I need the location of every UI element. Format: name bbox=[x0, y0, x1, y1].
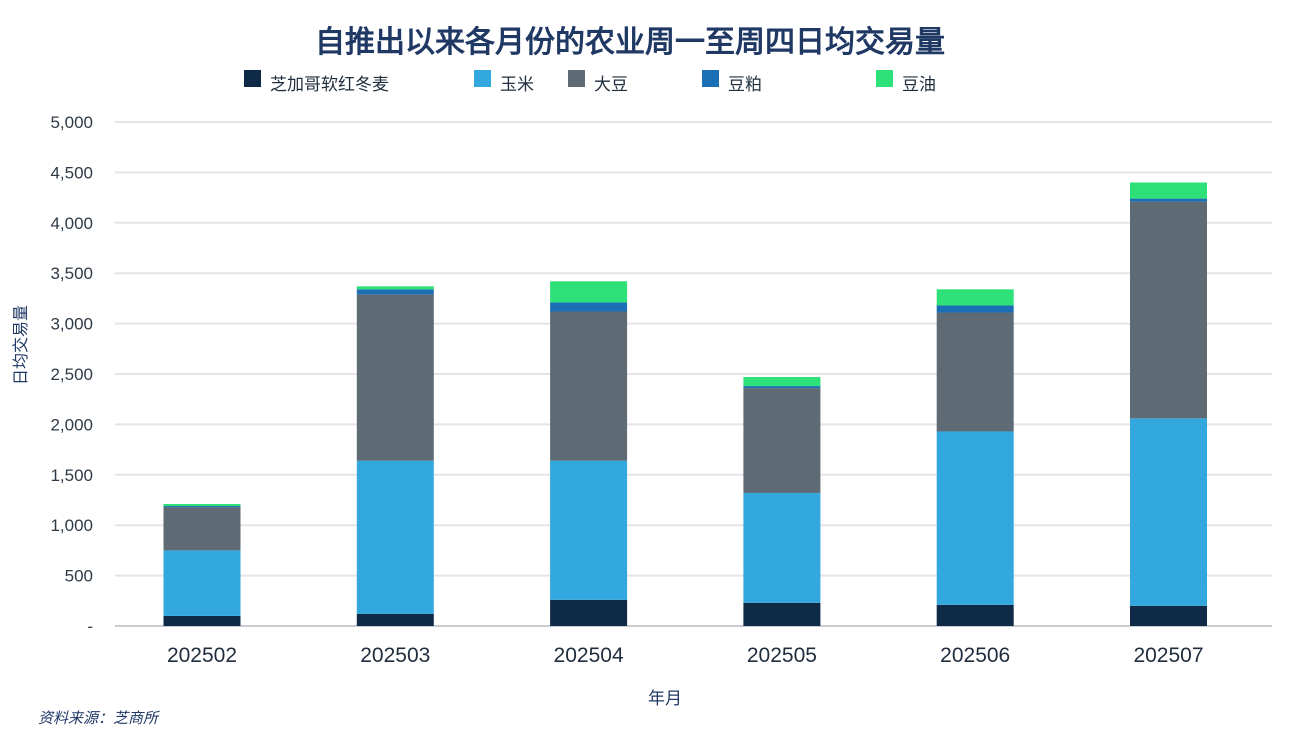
bar-segment bbox=[743, 492, 821, 603]
x-tick-label: 202507 bbox=[1133, 644, 1203, 667]
bar-segment bbox=[743, 388, 821, 493]
bar-segment bbox=[163, 507, 241, 551]
legend-label: 大豆 bbox=[594, 75, 628, 95]
bar-segment bbox=[936, 289, 1014, 306]
y-tick-label: 2,500 bbox=[50, 365, 93, 384]
x-axis-ticks: 202502 202503 202504 202505 202506 202507 bbox=[167, 644, 1204, 667]
bars bbox=[163, 182, 1207, 626]
y-tick-label: 1,500 bbox=[50, 466, 93, 485]
y-axis-label: 日均交易量 bbox=[11, 305, 30, 385]
bar-stack bbox=[1130, 182, 1207, 626]
legend-item: 大豆 bbox=[568, 70, 628, 95]
bar-stack bbox=[163, 504, 241, 626]
legend-label: 豆粕 bbox=[728, 75, 762, 95]
y-tick-label: 3,500 bbox=[50, 264, 93, 283]
bar-stack bbox=[356, 286, 434, 626]
y-axis-ticks: - 500 1,000 1,500 2,000 2,500 3,000 3,500 4,000 4… bbox=[50, 113, 93, 636]
bar-segment bbox=[550, 281, 628, 303]
legend-item: 芝加哥软红冬麦 bbox=[244, 70, 389, 95]
legend-label: 玉米 bbox=[500, 75, 534, 95]
legend-swatch bbox=[244, 70, 261, 87]
bar-segment bbox=[356, 294, 434, 461]
legend: 芝加哥软红冬麦 玉米 大豆 豆粕 豆油 bbox=[244, 70, 936, 95]
y-tick-label: - bbox=[87, 617, 93, 636]
legend-swatch bbox=[568, 70, 585, 87]
bar-segment bbox=[743, 386, 821, 389]
legend-item: 豆粕 bbox=[702, 70, 762, 95]
y-tick-label: 4,500 bbox=[50, 163, 93, 182]
bar-stack bbox=[743, 377, 821, 626]
bar-segment bbox=[163, 506, 241, 508]
bar-segment bbox=[1130, 198, 1207, 202]
bar-segment bbox=[550, 599, 628, 626]
legend-item: 豆油 bbox=[876, 70, 936, 95]
legend-label: 豆油 bbox=[902, 75, 936, 95]
y-tick-label: 4,000 bbox=[50, 214, 93, 233]
bar-segment bbox=[936, 604, 1014, 626]
bar-segment bbox=[356, 460, 434, 614]
legend-swatch bbox=[474, 70, 491, 87]
x-tick-label: 202503 bbox=[360, 644, 430, 667]
bar-segment bbox=[1130, 605, 1207, 626]
bar-stack bbox=[936, 289, 1014, 626]
bar-segment bbox=[356, 286, 434, 290]
y-tick-label: 1,000 bbox=[50, 516, 93, 535]
x-tick-label: 202502 bbox=[167, 644, 237, 667]
bar-segment bbox=[356, 289, 434, 295]
legend-item: 玉米 bbox=[474, 70, 534, 95]
y-tick-label: 5,000 bbox=[50, 113, 93, 132]
x-tick-label: 202505 bbox=[747, 644, 817, 667]
bar-segment bbox=[550, 460, 628, 600]
legend-swatch bbox=[702, 70, 719, 87]
legend-label: 芝加哥软红冬麦 bbox=[270, 75, 389, 95]
bar-segment bbox=[356, 613, 434, 626]
source-note: 资料来源：芝商所 bbox=[38, 709, 160, 727]
bar-segment bbox=[743, 377, 821, 387]
bar-segment bbox=[936, 305, 1014, 313]
y-tick-label: 2,000 bbox=[50, 415, 93, 434]
bar-segment bbox=[550, 311, 628, 461]
bar-stack bbox=[550, 281, 628, 626]
y-tick-label: 3,000 bbox=[50, 315, 93, 334]
bar-segment bbox=[163, 550, 241, 616]
gridlines bbox=[115, 121, 1272, 627]
bar-segment bbox=[1130, 182, 1207, 199]
bar-segment bbox=[1130, 418, 1207, 606]
bar-segment bbox=[1130, 201, 1207, 419]
bar-segment bbox=[743, 602, 821, 626]
bar-segment bbox=[163, 615, 241, 626]
chart-title: 自推出以来各月份的农业周一至周四日均交易量 bbox=[315, 25, 945, 60]
x-axis-label: 年月 bbox=[648, 689, 682, 709]
y-tick-label: 500 bbox=[65, 567, 93, 586]
bar-segment bbox=[936, 312, 1014, 432]
x-tick-label: 202504 bbox=[554, 644, 624, 667]
x-tick-label: 202506 bbox=[940, 644, 1010, 667]
bar-segment bbox=[936, 431, 1014, 605]
bar-segment bbox=[163, 504, 241, 507]
bar-segment bbox=[550, 302, 628, 312]
legend-swatch bbox=[876, 70, 893, 87]
